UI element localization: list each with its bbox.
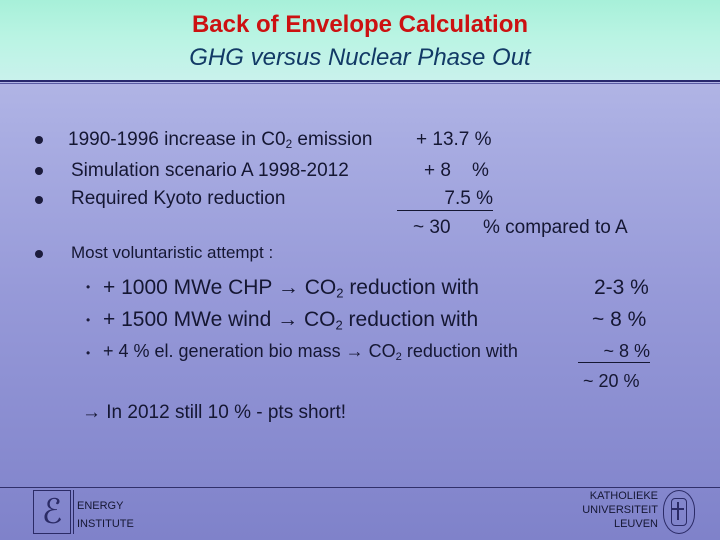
footer-right-line3: LEUVEN [613, 518, 658, 530]
voluntaristic-heading: Most voluntaristic attempt : [71, 243, 274, 262]
logo-divider [73, 490, 74, 534]
energy-institute-logo: ℰ [33, 490, 71, 534]
bullet-dot-icon [35, 196, 43, 204]
sub-bullet-icon: • [86, 313, 91, 327]
footer-left-line2: INSTITUTE [77, 518, 134, 530]
sub-item-1: + 1000 MWe CHP → CO2 reduction with [103, 276, 479, 301]
footer-left-line1: ENERGY [77, 500, 124, 512]
bullet-2-label: Simulation scenario A 1998-2012 [71, 160, 349, 181]
sum-value: ~ 20 % [583, 371, 640, 391]
university-seal-icon [663, 490, 695, 534]
seal-cross-icon [677, 502, 679, 520]
bullet-dot-icon [35, 136, 43, 144]
sub-bullet-icon: • [86, 346, 91, 360]
total-text: % compared to A [483, 217, 628, 238]
seal-cross-bar-icon [672, 508, 684, 510]
bullet-3-value: 7.5 % [397, 188, 493, 211]
footer-right-line2: UNIVERSITEIT [582, 504, 658, 516]
sub-bullet-icon: • [86, 280, 91, 294]
bullet-1-label: 1990-1996 increase in C02 emission [68, 129, 373, 151]
header-band [0, 0, 720, 80]
conclusion: → In 2012 still 10 % - pts short! [82, 402, 347, 423]
sub-item-1-value: 2-3 % [594, 276, 649, 299]
bullet-1-value: + 13.7 % [416, 129, 492, 150]
bullet-dot-icon [35, 250, 43, 258]
footer-right-line1: KATHOLIEKE [589, 490, 658, 502]
slide-title: Back of Envelope Calculation [191, 11, 529, 38]
total-approx: ~ 30 [413, 217, 451, 238]
sub-item-2: + 1500 MWe wind → CO2 reduction with [103, 308, 479, 333]
header-divider [0, 80, 720, 82]
bullet-3-label: Required Kyoto reduction [71, 188, 286, 209]
sub-item-2-value: ~ 8 % [592, 308, 647, 331]
header-divider-thin [0, 83, 720, 84]
sub-item-3-value: ~ 8 % [578, 341, 650, 363]
sub-item-3: + 4 % el. generation bio mass → CO2 redu… [103, 341, 518, 363]
footer-divider [0, 487, 720, 488]
bullet-2-value: + 8 % [424, 160, 489, 181]
slide-subtitle: GHG versus Nuclear Phase Out [189, 44, 531, 71]
seal-shield-icon [671, 498, 687, 526]
bullet-dot-icon [35, 167, 43, 175]
